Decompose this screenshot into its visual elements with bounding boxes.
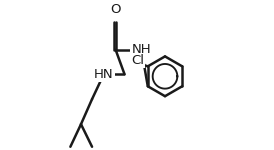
Text: NH: NH — [132, 43, 151, 56]
Text: HN: HN — [94, 68, 114, 81]
Text: Cl: Cl — [132, 54, 145, 67]
Text: O: O — [110, 3, 121, 16]
